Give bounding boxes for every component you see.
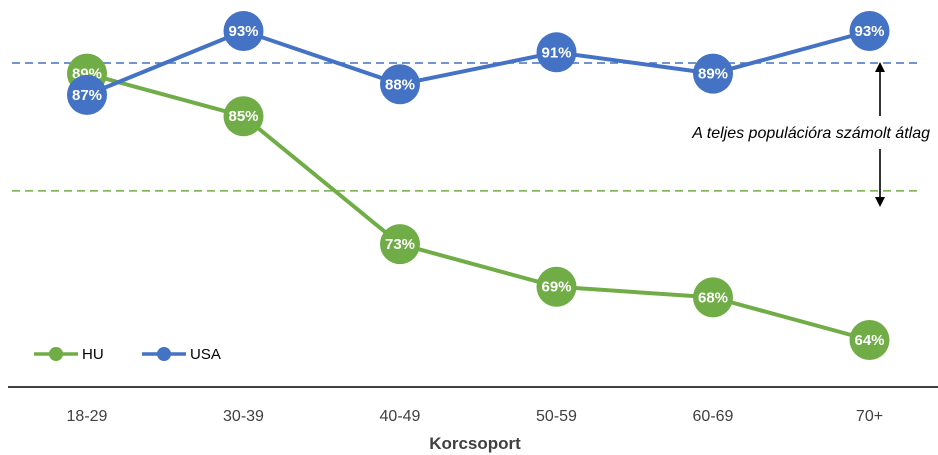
x-tick-label: 70+: [856, 408, 883, 425]
data-label-usa-5: 93%: [854, 23, 884, 40]
data-label-hu-3: 69%: [541, 279, 571, 296]
x-tick-label: 30-39: [223, 408, 264, 425]
legend-marker-usa: [157, 347, 171, 361]
arrow-head-down: [875, 197, 885, 207]
x-tick-label: 50-59: [536, 408, 577, 425]
legend: HU USA: [34, 346, 221, 363]
data-label-usa-2: 88%: [385, 76, 415, 93]
average-annotation: A teljes populációra számolt átlag: [691, 125, 930, 142]
data-label-hu-4: 68%: [698, 289, 728, 306]
data-label-usa-4: 89%: [698, 66, 728, 83]
data-label-hu-2: 73%: [385, 236, 415, 253]
x-tick-label: 60-69: [693, 408, 734, 425]
data-label-usa-1: 93%: [228, 23, 258, 40]
x-axis-title: Korcsoport: [429, 434, 521, 453]
series-line-usa: [87, 31, 870, 95]
x-tick-label: 40-49: [380, 408, 421, 425]
data-label-usa-0: 87%: [72, 87, 102, 104]
series-hu: 89% 85% 73% 69% 68% 64%: [67, 54, 890, 360]
legend-label-hu: HU: [82, 346, 104, 363]
series-line-hu: [87, 74, 870, 340]
data-label-hu-5: 64%: [854, 332, 884, 349]
legend-label-usa: USA: [190, 346, 221, 363]
legend-marker-hu: [49, 347, 63, 361]
data-label-hu-1: 85%: [228, 108, 258, 125]
data-label-usa-3: 91%: [541, 44, 571, 61]
x-tick-label: 18-29: [67, 408, 108, 425]
